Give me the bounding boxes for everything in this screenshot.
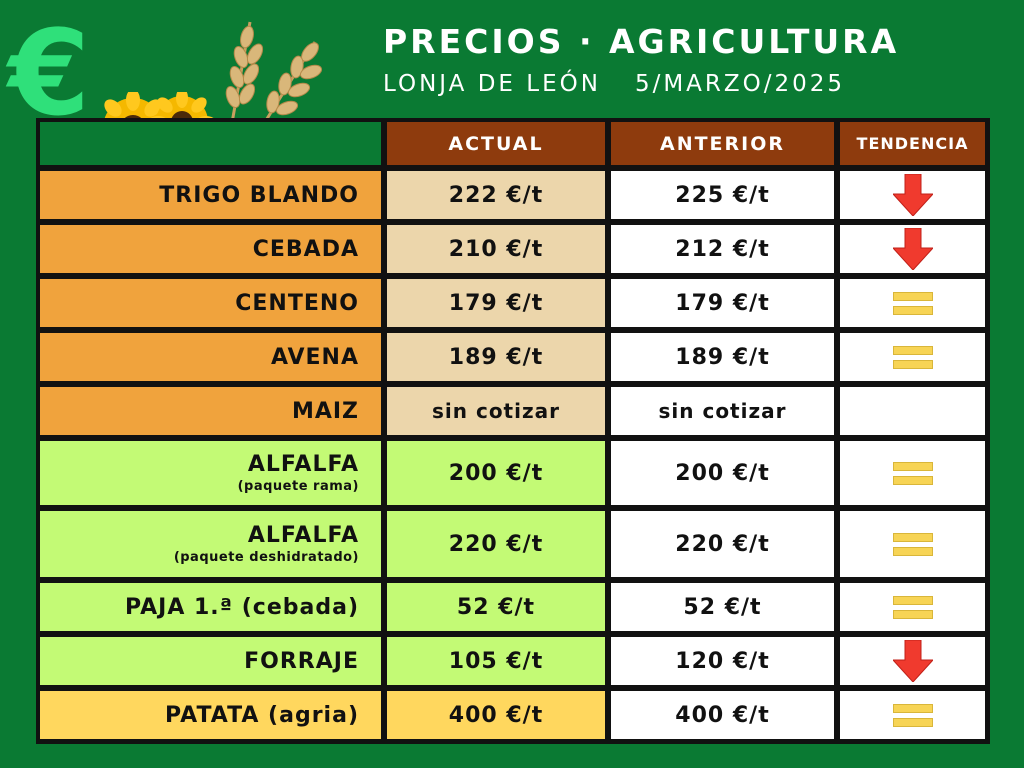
price-actual: 105 €/t xyxy=(387,637,605,685)
product-name-detail: (paquete deshidratado) xyxy=(173,550,359,565)
product-name-label: AVENA xyxy=(270,344,359,370)
price-anterior: 225 €/t xyxy=(611,171,834,219)
trend-cell xyxy=(840,583,985,631)
trend-cell xyxy=(840,441,985,505)
equal-icon xyxy=(892,345,933,369)
equal-icon xyxy=(892,461,933,485)
price-table: ACTUAL ANTERIOR TENDENCIA TRIGO BLANDO 222 €… xyxy=(36,118,990,744)
down-arrow-icon xyxy=(892,174,933,216)
product-name: AVENA xyxy=(40,333,381,381)
price-anterior: 52 €/t xyxy=(611,583,834,631)
price-actual: 200 €/t xyxy=(387,441,605,505)
product-name: FORRAJE xyxy=(40,637,381,685)
page-subtitle: LONJA DE LEÓN 5/MARZO/2025 xyxy=(383,71,845,97)
price-anterior: 220 €/t xyxy=(611,511,834,577)
euro-icon: € xyxy=(8,4,91,142)
product-name-label: PATATA (agria) xyxy=(165,702,359,728)
product-name: CENTENO xyxy=(40,279,381,327)
price-anterior: 179 €/t xyxy=(611,279,834,327)
price-anterior: 120 €/t xyxy=(611,637,834,685)
trend-cell xyxy=(840,171,985,219)
header-empty-cell xyxy=(40,122,381,165)
product-name-label: ALFALFA xyxy=(247,452,359,477)
page-title: PRECIOS · AGRICULTURA xyxy=(383,22,900,61)
product-name-label: TRIGO BLANDO xyxy=(159,182,359,208)
price-actual: 400 €/t xyxy=(387,691,605,739)
price-actual: 52 €/t xyxy=(387,583,605,631)
product-name-label: ALFALFA xyxy=(247,523,359,548)
trend-cell xyxy=(840,279,985,327)
trend-cell xyxy=(840,691,985,739)
price-anterior: 189 €/t xyxy=(611,333,834,381)
product-name: PAJA 1.ª (cebada) xyxy=(40,583,381,631)
down-arrow-icon xyxy=(892,640,933,682)
wheat-icon xyxy=(223,21,323,162)
equal-icon xyxy=(892,703,933,727)
column-header-anterior: ANTERIOR xyxy=(611,122,834,165)
equal-icon xyxy=(892,532,933,556)
product-name-detail: (paquete rama) xyxy=(237,479,359,494)
market-name: LONJA DE LEÓN xyxy=(383,71,601,97)
price-actual: sin cotizar xyxy=(387,387,605,435)
price-actual: 222 €/t xyxy=(387,171,605,219)
price-anterior: 200 €/t xyxy=(611,441,834,505)
price-anterior: 400 €/t xyxy=(611,691,834,739)
trend-cell xyxy=(840,333,985,381)
product-name: TRIGO BLANDO xyxy=(40,171,381,219)
trend-cell xyxy=(840,637,985,685)
price-anterior: 212 €/t xyxy=(611,225,834,273)
down-arrow-icon xyxy=(892,228,933,270)
product-name: ALFALFA (paquete rama) xyxy=(40,441,381,505)
column-header-actual: ACTUAL xyxy=(387,122,605,165)
column-header-tendencia: TENDENCIA xyxy=(840,122,985,165)
product-name-label: CENTENO xyxy=(235,290,359,316)
product-name-label: CEBADA xyxy=(252,236,359,262)
product-name: CEBADA xyxy=(40,225,381,273)
price-actual: 189 €/t xyxy=(387,333,605,381)
product-name-label: FORRAJE xyxy=(244,648,359,674)
price-actual: 179 €/t xyxy=(387,279,605,327)
trend-cell xyxy=(840,511,985,577)
price-actual: 220 €/t xyxy=(387,511,605,577)
price-actual: 210 €/t xyxy=(387,225,605,273)
product-name-label: PAJA 1.ª (cebada) xyxy=(125,594,359,620)
product-name: ALFALFA (paquete deshidratado) xyxy=(40,511,381,577)
product-name-label: MAIZ xyxy=(291,398,359,424)
equal-icon xyxy=(892,291,933,315)
product-name: MAIZ xyxy=(40,387,381,435)
equal-icon xyxy=(892,595,933,619)
product-name: PATATA (agria) xyxy=(40,691,381,739)
price-anterior: sin cotizar xyxy=(611,387,834,435)
trend-cell xyxy=(840,387,985,435)
report-date: 5/MARZO/2025 xyxy=(634,71,846,97)
trend-cell xyxy=(840,225,985,273)
